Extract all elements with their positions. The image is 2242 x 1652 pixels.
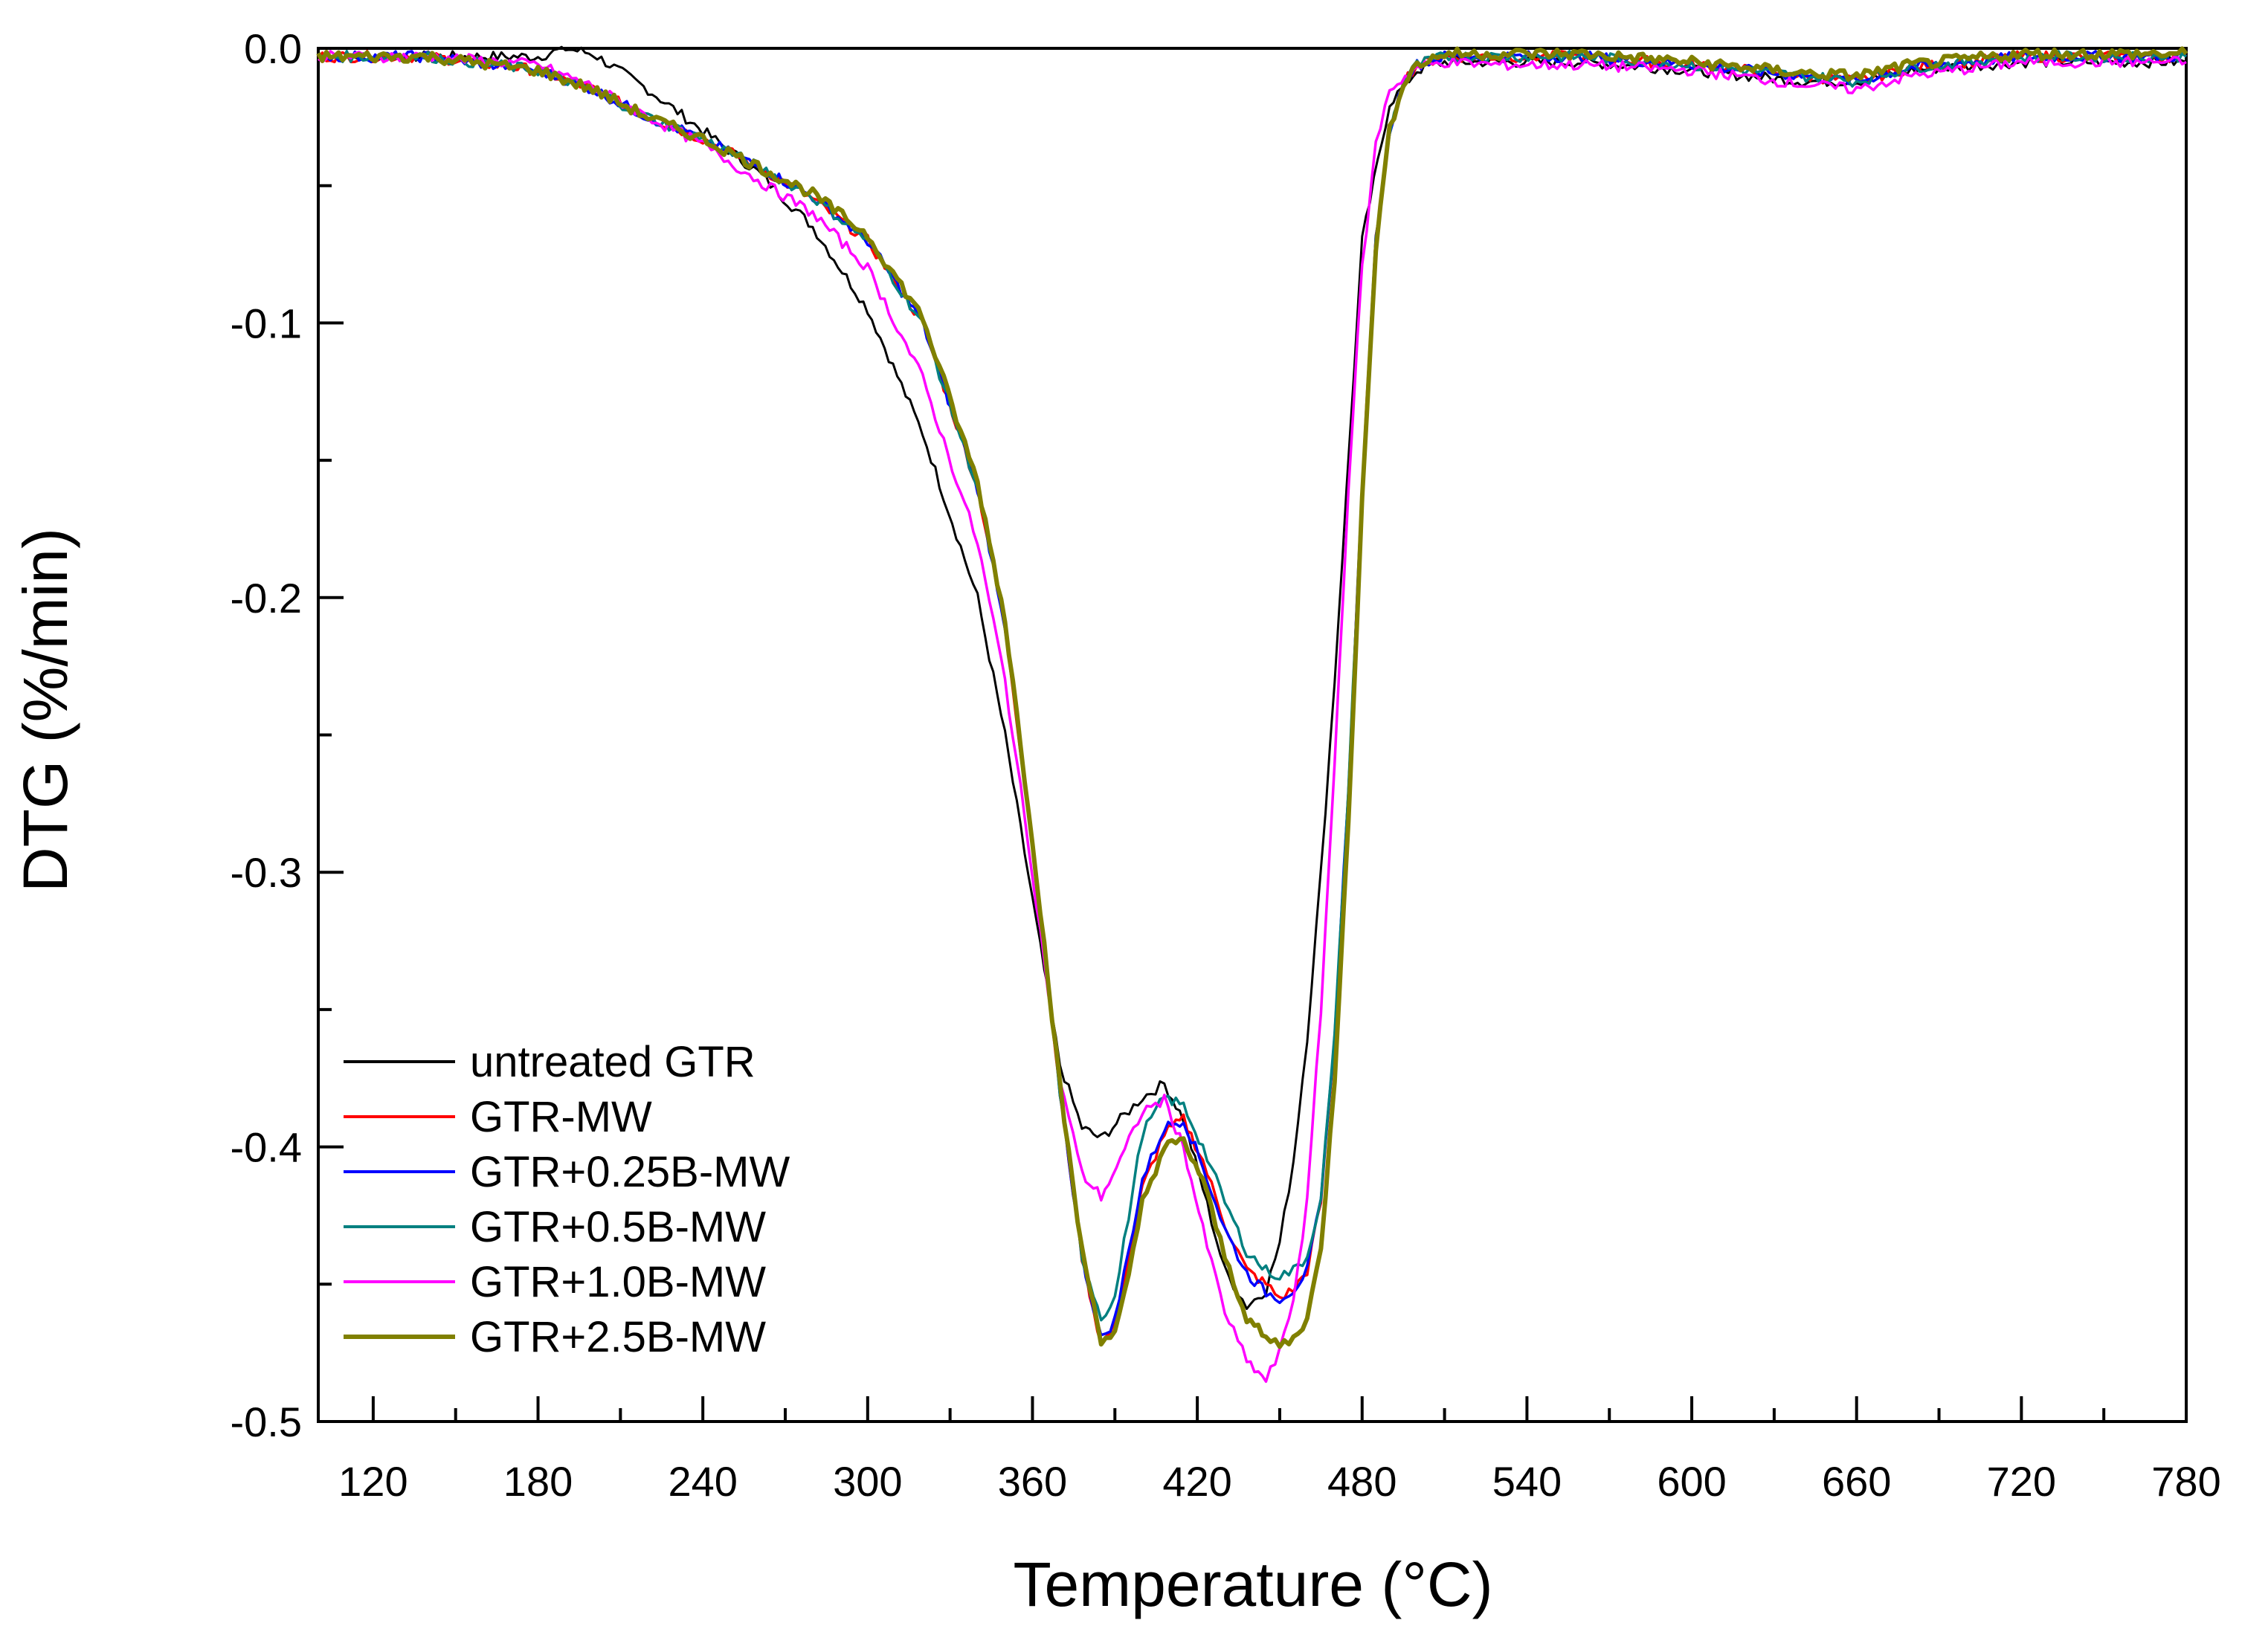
legend-label: GTR+0.25B-MW [470, 1148, 790, 1196]
series-line-gtr-0-25b-mw [317, 50, 2188, 1337]
legend-label: GTR+0.5B-MW [470, 1203, 766, 1251]
x-tick-label: 420 [1162, 1458, 1231, 1505]
legend-label: GTR+1.0B-MW [470, 1258, 766, 1306]
x-tick-label: 360 [998, 1458, 1067, 1505]
x-tick-label: 600 [1657, 1458, 1726, 1505]
y-tick-label: -0.1 [231, 300, 303, 346]
y-tick-label: 0.0 [244, 25, 302, 72]
x-tick-label: 780 [2151, 1458, 2220, 1505]
y-axis-title: DTG (%/min) [10, 528, 80, 892]
y-tick-label: -0.2 [231, 575, 303, 622]
x-tick-label: 540 [1492, 1458, 1562, 1505]
x-tick-label: 120 [338, 1458, 408, 1505]
y-tick-label: -0.3 [231, 849, 303, 896]
y-tick-label: -0.4 [231, 1124, 303, 1171]
x-tick-label: 720 [1987, 1458, 2056, 1505]
x-tick-label: 300 [833, 1458, 902, 1505]
x-tick-label: 180 [503, 1458, 573, 1505]
x-tick-label: 660 [1822, 1458, 1891, 1505]
legend-label: GTR-MW [470, 1093, 652, 1141]
x-tick-label: 240 [668, 1458, 737, 1505]
legend-label: GTR+2.5B-MW [470, 1313, 766, 1361]
axes: 120 180 240 300 360 420 480 540 600 660 720 780 0.0 -… [231, 25, 2221, 1505]
x-tick-label: 480 [1327, 1458, 1397, 1505]
y-tick-label: -0.5 [231, 1398, 303, 1445]
x-axis-title: Temperature (°C) [1013, 1549, 1492, 1619]
series-lines [316, 45, 2188, 1384]
legend-label: untreated GTR [470, 1038, 756, 1086]
legend: untreated GTR GTR-MW GTR+0.25B-MW GTR+0.5B-… [344, 1038, 790, 1361]
series-line-gtr-2-5b-mw [316, 46, 2188, 1349]
